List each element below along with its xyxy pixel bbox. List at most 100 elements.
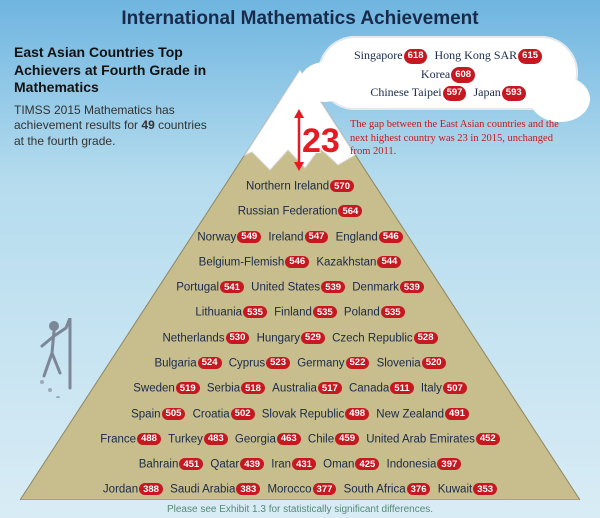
top-countries-cloud: Singapore618 Hong Kong SAR615Korea608Chi… <box>318 36 578 110</box>
page-title: International Mathematics Achievement <box>0 0 600 30</box>
score-pill: 397 <box>437 458 461 470</box>
country-entry: Singapore618 <box>354 46 428 65</box>
country-entry: Denmark539 <box>352 281 424 294</box>
country-entry: South Africa376 <box>344 483 431 496</box>
country-entry: Poland535 <box>344 306 405 319</box>
score-pill: 353 <box>473 483 497 495</box>
country-row: Belgium-Flemish546 Kazakhstan544 <box>0 256 600 269</box>
country-row: Russian Federation564 <box>0 205 600 218</box>
score-pill: 502 <box>231 408 255 420</box>
score-pill: 519 <box>176 382 200 394</box>
country-entry: Hungary529 <box>257 332 325 345</box>
country-entry: Kazakhstan544 <box>316 256 401 269</box>
score-pill: 451 <box>179 458 203 470</box>
score-pill: 376 <box>407 483 431 495</box>
gap-text: The gap between the East Asian countries… <box>350 118 570 159</box>
country-entry: Spain505 <box>131 408 185 421</box>
score-pill: 539 <box>400 281 424 293</box>
country-entry: United Arab Emirates452 <box>366 433 500 446</box>
country-entry: Chile459 <box>308 433 359 446</box>
country-entry: Finland535 <box>274 306 337 319</box>
score-pill: 546 <box>285 256 309 268</box>
country-entry: Canada511 <box>349 382 414 395</box>
score-pill: 528 <box>414 332 438 344</box>
country-entry: Lithuania535 <box>195 306 267 319</box>
country-entry: Qatar439 <box>210 458 264 471</box>
country-entry: Jordan388 <box>103 483 163 496</box>
country-entry: Ireland547 <box>268 231 328 244</box>
score-pill: 618 <box>404 49 428 65</box>
country-entry: Bulgaria524 <box>154 357 221 370</box>
country-entry: Cyprus523 <box>229 357 290 370</box>
score-pill: 524 <box>198 357 222 369</box>
country-entry: Morocco377 <box>267 483 336 496</box>
country-entry: Netherlands530 <box>162 332 249 345</box>
country-entry: Australia517 <box>272 382 342 395</box>
score-pill: 615 <box>518 49 542 65</box>
country-row: Portugal541 United States539 Denmark539 <box>0 281 600 294</box>
score-pill: 544 <box>377 256 401 268</box>
score-pill: 564 <box>338 205 362 217</box>
score-pill: 383 <box>236 483 260 495</box>
country-row: Lithuania535 Finland535 Poland535 <box>0 306 600 319</box>
country-entry: Sweden519 <box>133 382 199 395</box>
country-row: Jordan388 Saudi Arabia383 Morocco377 Sou… <box>0 483 600 496</box>
score-pill: 570 <box>330 180 354 192</box>
score-pill: 483 <box>204 433 228 445</box>
score-pill: 517 <box>318 382 342 394</box>
score-pill: 520 <box>422 357 446 369</box>
country-row: Bahrain451 Qatar439 Iran431 Oman425 Indo… <box>0 458 600 471</box>
score-pill: 546 <box>379 231 403 243</box>
score-pill: 535 <box>313 306 337 318</box>
country-entry: Chinese Taipei597 <box>370 83 466 102</box>
country-entry: Portugal541 <box>176 281 244 294</box>
country-entry: New Zealand491 <box>376 408 469 421</box>
country-row: Netherlands530 Hungary529 Czech Republic… <box>0 332 600 345</box>
score-pill: 439 <box>240 458 264 470</box>
country-entry: Croatia502 <box>193 408 255 421</box>
score-pill: 593 <box>502 86 526 102</box>
country-entry: Norway549 <box>197 231 261 244</box>
country-row: France488 Turkey483 Georgia463 Chile459 … <box>0 433 600 446</box>
score-pill: 507 <box>443 382 467 394</box>
country-row: Norway549 Ireland547 England546 <box>0 231 600 244</box>
country-entry: Slovak Republic498 <box>262 408 369 421</box>
country-entry: Oman425 <box>323 458 379 471</box>
score-pill: 498 <box>345 408 369 420</box>
score-pill: 541 <box>220 281 244 293</box>
score-pill: 597 <box>443 86 467 102</box>
country-row: Sweden519 Serbia518 Australia517 Canada5… <box>0 382 600 395</box>
country-entry: Turkey483 <box>168 433 228 446</box>
country-entry: Slovenia520 <box>377 357 446 370</box>
score-pill: 530 <box>226 332 250 344</box>
score-pill: 522 <box>346 357 370 369</box>
score-pill: 388 <box>139 483 163 495</box>
score-pill: 529 <box>301 332 325 344</box>
country-entry: Russian Federation564 <box>238 205 363 218</box>
country-entry: Hong Kong SAR615 <box>434 46 542 65</box>
score-pill: 518 <box>241 382 265 394</box>
country-entry: Belgium-Flemish546 <box>199 256 310 269</box>
score-pill: 511 <box>390 382 413 394</box>
country-entry: Serbia518 <box>207 382 265 395</box>
country-entry: Kuwait353 <box>438 483 497 496</box>
country-entry: Georgia463 <box>235 433 301 446</box>
country-row: Northern Ireland570 <box>0 180 600 193</box>
score-pill: 463 <box>277 433 301 445</box>
score-pill: 523 <box>266 357 290 369</box>
country-entry: Germany522 <box>297 357 369 370</box>
score-pill: 425 <box>355 458 379 470</box>
country-entry: Japan593 <box>473 83 525 102</box>
country-entry: Czech Republic528 <box>332 332 437 345</box>
country-row: Spain505 Croatia502 Slovak Republic498 N… <box>0 408 600 421</box>
score-pill: 535 <box>381 306 405 318</box>
score-pill: 452 <box>476 433 500 445</box>
country-row: Bulgaria524 Cyprus523 Germany522 Sloveni… <box>0 357 600 370</box>
country-rows: Northern Ireland570 Russian Federation564… <box>0 180 600 496</box>
country-entry: Korea608 <box>421 65 475 84</box>
score-pill: 377 <box>313 483 337 495</box>
score-pill: 488 <box>137 433 161 445</box>
score-pill: 539 <box>321 281 345 293</box>
country-entry: Northern Ireland570 <box>246 180 354 193</box>
country-entry: Italy507 <box>421 382 467 395</box>
